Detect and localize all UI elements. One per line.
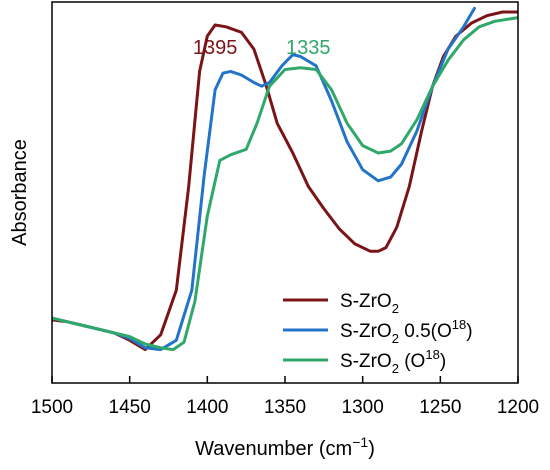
x-tick-label: 1200 — [497, 397, 539, 418]
legend-label-3: S-ZrO2 (O18) — [340, 347, 446, 376]
x-tick-label: 1500 — [31, 397, 73, 418]
legend-label-1: S-ZrO2 — [340, 291, 399, 316]
x-tick-label: 1450 — [109, 397, 151, 418]
peak-annotation-1: 1395 — [193, 37, 238, 59]
series-line-2 — [52, 6, 476, 352]
x-tick-label: 1400 — [186, 397, 228, 418]
legend-label-2: S-ZrO2 0.5(O18) — [340, 317, 473, 346]
x-tick-label: 1350 — [264, 397, 306, 418]
peak-annotation-2: 1335 — [286, 37, 331, 59]
x-tick-label: 1300 — [342, 397, 384, 418]
series-line-3 — [52, 16, 518, 352]
plot-area: 1395 1335 — [52, 6, 518, 352]
x-axis-title: Wavenumber (cm−1) — [195, 434, 375, 460]
axes: 1500 1450 1400 1350 1300 1250 1200 Wavenumber (… — [9, 1, 539, 460]
y-axis-title: Absorbance — [9, 139, 31, 246]
x-tick-label: 1250 — [419, 397, 461, 418]
